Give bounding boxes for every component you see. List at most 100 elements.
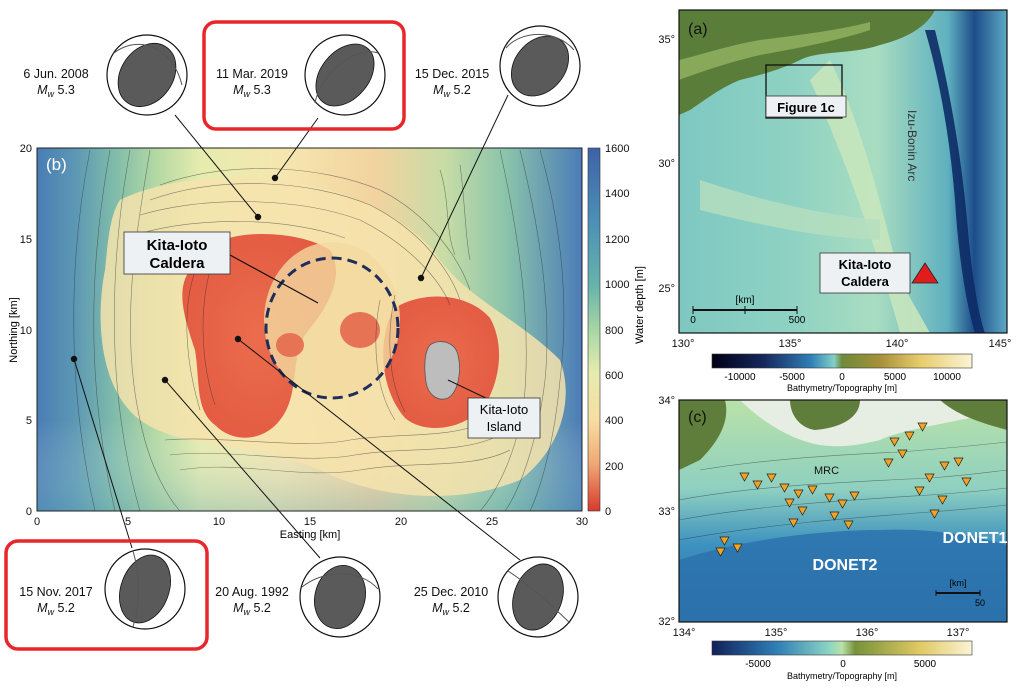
- cbar-tick: 600: [605, 370, 623, 382]
- epicenter-dot: [417, 274, 425, 282]
- panel-a-lat-ticks: 35° 30° 25°: [658, 34, 675, 295]
- event-date: 20 Aug. 1992: [215, 585, 289, 599]
- regional-map-c: [679, 400, 1007, 622]
- x-tick: 25: [486, 516, 498, 528]
- island-label-line1: Kita-Ioto: [480, 402, 528, 417]
- station-marker-icon: [929, 509, 940, 519]
- epicenter-dot: [254, 213, 262, 221]
- caldera-label-line1: Kita-Ioto: [147, 237, 208, 254]
- colorbar-c: [711, 640, 973, 656]
- epicenter-dot: [271, 174, 279, 182]
- panel-c-label: (c): [688, 409, 707, 426]
- epicenter-dot: [234, 335, 242, 343]
- y-tick: 10: [20, 325, 32, 337]
- panel-a-label: (a): [688, 21, 708, 38]
- cbar-tick: 200: [605, 461, 623, 473]
- scale-bar-a: [692, 306, 798, 314]
- station-marker-icon: [849, 491, 860, 501]
- focal-mechanism: [497, 556, 579, 638]
- cbar-tick: 1400: [605, 188, 629, 200]
- event-magnitude: Mw 5.2: [433, 83, 471, 99]
- lat-tick: 32°: [658, 616, 675, 628]
- station-marker-icon: [788, 518, 799, 528]
- event-magnitude: Mw 5.2: [37, 601, 75, 617]
- panel-b-y-ticks: 0 5 10 15 20: [20, 143, 32, 518]
- island-leader-line: [447, 379, 491, 401]
- colorbar-a-label: Bathymetry/Topography [m]: [787, 383, 897, 393]
- x-tick: 15: [304, 516, 316, 528]
- cbar-a-tick: -5000: [779, 372, 805, 383]
- station-marker-icon: [715, 547, 726, 557]
- panel-b-frame: [36, 147, 583, 512]
- x-tick: 5: [125, 516, 131, 528]
- caldera-label-line2: Caldera: [149, 255, 205, 272]
- station-marker-icon: [793, 489, 804, 499]
- highlight-box-2019: [202, 20, 406, 131]
- x-axis-label: Easting [km]: [280, 529, 341, 541]
- scale-unit-c: [km]: [950, 578, 967, 588]
- event-magnitude: Mw 5.3: [37, 83, 75, 99]
- station-marker-icon: [807, 485, 818, 495]
- cbar-c-tick: -5000: [745, 659, 771, 670]
- lat-tick: 33°: [658, 506, 675, 518]
- y-tick: 15: [20, 234, 32, 246]
- panel-c-frame: [678, 399, 1008, 623]
- caldera-label-box: [123, 231, 231, 275]
- caldera-a-label-box: [819, 252, 911, 294]
- panel-a-frame: [678, 9, 1008, 334]
- highlight-box-2017: [4, 539, 209, 651]
- depth-colorbar: [587, 147, 601, 512]
- lat-tick: 34°: [658, 395, 675, 407]
- x-tick: 10: [213, 516, 225, 528]
- colorbar-c-ticks: -5000 0 5000: [745, 659, 936, 670]
- scale-bar-c: [935, 590, 981, 596]
- lon-tick: 140°: [886, 338, 909, 350]
- cbar-a-tick: 5000: [884, 372, 907, 383]
- event-date: 6 Jun. 2008: [23, 67, 88, 81]
- cbar-c-tick: 5000: [914, 659, 937, 670]
- station-marker-icon: [889, 437, 900, 447]
- donet1-label: DONET1: [943, 530, 1008, 547]
- island-label-box: [467, 397, 541, 439]
- scale-unit-a: [km]: [736, 295, 755, 306]
- lon-tick: 137°: [947, 627, 970, 639]
- lat-tick: 25°: [658, 283, 675, 295]
- kita-ioto-island-shape: [424, 341, 460, 400]
- scale-end-c: 50: [975, 598, 985, 608]
- panel-b-label: (b): [46, 155, 67, 174]
- volcano-marker-icon: [911, 262, 939, 284]
- scale-end-a: 500: [789, 315, 806, 326]
- donet2-label: DONET2: [813, 557, 878, 574]
- caldera-a-label-line2: Caldera: [841, 274, 889, 289]
- station-marker-icon: [953, 457, 964, 467]
- focal-mechanism: [299, 556, 381, 638]
- station-marker-icon: [824, 493, 835, 503]
- station-marker-icon: [829, 511, 840, 521]
- station-marker-icon: [779, 483, 790, 493]
- colorbar-label: Water depth [m]: [634, 266, 646, 344]
- cbar-tick: 1200: [605, 234, 629, 246]
- focal-mechanism: [104, 548, 186, 630]
- figure-1c-extent-box: [765, 64, 843, 119]
- colorbar-c-label: Bathymetry/Topography [m]: [787, 671, 897, 681]
- colorbar-ticks: 1600 1400 1200 1000 800 600 400 200 0: [605, 143, 629, 518]
- x-tick: 30: [576, 516, 588, 528]
- x-tick: 0: [34, 516, 40, 528]
- station-marker-icon: [897, 449, 908, 459]
- station-marker-icon: [914, 486, 925, 496]
- cbar-a-tick: -10000: [724, 372, 756, 383]
- lon-tick: 136°: [856, 627, 879, 639]
- cbar-tick: 1600: [605, 143, 629, 155]
- station-marker-icon: [883, 458, 894, 468]
- y-tick: 0: [26, 506, 32, 518]
- event-annotations: 6 Jun. 2008 Mw 5.3 11 Mar. 2019 Mw 5.3 1…: [4, 20, 581, 651]
- epicenter-dots: [70, 174, 425, 384]
- lat-tick: 30°: [658, 158, 675, 170]
- caldera-a-label-line1: Kita-Ioto: [839, 257, 892, 272]
- event-magnitude: Mw 5.3: [233, 83, 271, 99]
- caldera-rim-circle: [264, 256, 400, 400]
- station-marker-icon: [797, 506, 808, 516]
- cbar-a-tick: 10000: [933, 372, 961, 383]
- x-tick: 20: [395, 516, 407, 528]
